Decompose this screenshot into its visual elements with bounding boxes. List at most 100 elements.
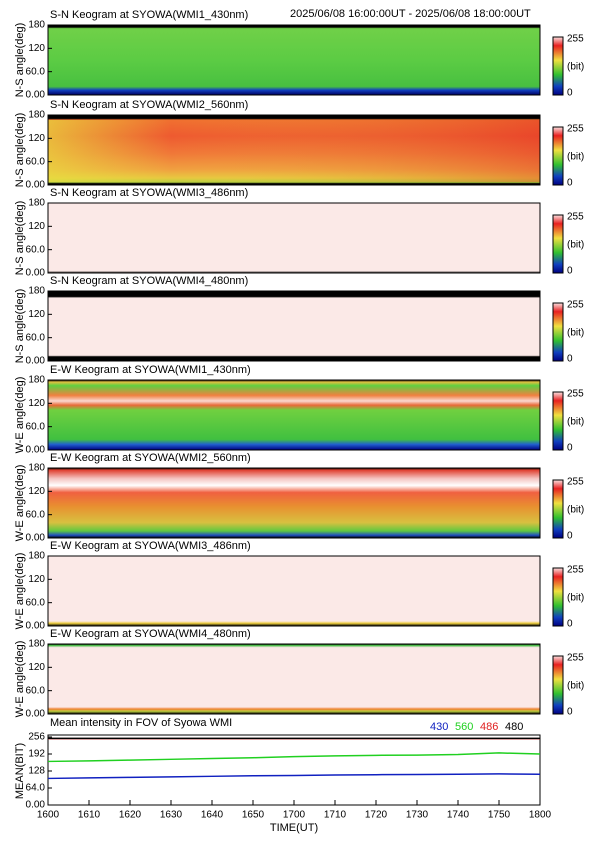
y-tick-label: 0.00	[26, 533, 46, 544]
y-axis-label: W-E angle(deg)	[14, 553, 26, 630]
y-tick-label: 60.0	[26, 597, 46, 608]
y-tick-label: 180	[28, 639, 45, 650]
legend-entry: 560	[455, 721, 473, 733]
colorbar-tick-label: 255	[567, 34, 584, 45]
y-tick-label: 192	[28, 749, 45, 760]
chart-title: Mean intensity in FOV of Syowa WMI	[50, 717, 232, 729]
y-tick-label: 60.0	[26, 421, 46, 432]
colorbar-tick-label: 0	[567, 619, 573, 630]
x-tick-label: 1640	[201, 810, 224, 821]
panel-frame	[47, 555, 541, 627]
y-tick-label: 180	[28, 551, 45, 562]
plot-frame	[47, 734, 541, 806]
y-tick-label: 0.00	[26, 356, 46, 367]
y-axis-label: N-S angle(deg)	[14, 23, 26, 98]
y-axis-label: W-E angle(deg)	[14, 377, 26, 454]
x-axis-label: TIME(UT)	[270, 822, 318, 834]
y-tick-label: 120	[28, 221, 45, 232]
y-tick-label: 120	[28, 398, 45, 409]
panel-frame	[47, 467, 541, 539]
x-tick-label: 1720	[365, 810, 388, 821]
y-tick-label: 0.00	[26, 180, 46, 191]
colorbar-tick-label: 255	[567, 124, 584, 135]
y-tick-label: 256	[28, 732, 45, 743]
legend-entry: 486	[480, 721, 498, 733]
x-tick-label: 1740	[447, 810, 470, 821]
colorbar	[552, 479, 564, 539]
y-tick-label: 128	[28, 766, 45, 777]
y-tick-label: 60.0	[26, 156, 46, 167]
legend-entry: 480	[505, 721, 523, 733]
keogram-image	[48, 380, 540, 450]
y-tick-label: 60.0	[26, 66, 46, 77]
y-tick-label: 180	[28, 375, 45, 386]
series-line	[47, 752, 541, 763]
legend-entry: 430	[430, 721, 448, 733]
colorbar-tick-label: 255	[567, 565, 584, 576]
y-axis-label: W-E angle(deg)	[14, 641, 26, 718]
y-tick-label: 60.0	[26, 685, 46, 696]
colorbar-tick-label: 0	[567, 443, 573, 454]
y-tick-label: 60.0	[26, 244, 46, 255]
colorbar-tick-label: 255	[567, 477, 584, 488]
panel-title: E-W Keogram at SYOWA(WMI3_486nm)	[50, 540, 251, 552]
colorbar-tick-label: 255	[567, 300, 584, 311]
panel-frame	[47, 24, 541, 96]
panel-title: S-N Keogram at SYOWA(WMI3_486nm)	[50, 187, 248, 199]
x-tick-label: 1700	[283, 810, 306, 821]
panel-title: S-N Keogram at SYOWA(WMI2_560nm)	[50, 99, 248, 111]
x-tick-label: 1800	[529, 810, 552, 821]
keogram-image	[48, 203, 540, 273]
colorbar-tick-label: 0	[567, 266, 573, 277]
keogram-image	[48, 556, 540, 626]
series-line	[47, 773, 541, 780]
y-tick-label: 0.00	[26, 709, 46, 720]
colorbar	[552, 302, 564, 362]
y-axis-label: N-S angle(deg)	[14, 201, 26, 276]
panel-title: E-W Keogram at SYOWA(WMI1_430nm)	[50, 364, 251, 376]
y-tick-label: 180	[28, 110, 45, 121]
y-tick-label: 120	[28, 574, 45, 585]
x-tick-label: 1650	[242, 810, 265, 821]
colorbar-tick-label: 0	[567, 354, 573, 365]
y-tick-label: 64.0	[26, 783, 46, 794]
x-tick-label: 1730	[406, 810, 429, 821]
y-tick-label: 120	[28, 486, 45, 497]
colorbar-tick-label: 0	[567, 707, 573, 718]
colorbar-label: (bit)	[567, 152, 584, 163]
colorbar-tick-label: 0	[567, 88, 573, 99]
keogram-image	[48, 291, 540, 361]
colorbar-label: (bit)	[567, 328, 584, 339]
y-tick-label: 120	[28, 309, 45, 320]
panel-title: E-W Keogram at SYOWA(WMI4_480nm)	[50, 628, 251, 640]
keogram-image-overlay	[48, 120, 540, 182]
date-range: 2025/06/08 16:00:00UT - 2025/06/08 18:00…	[290, 8, 531, 20]
panel-frame	[47, 379, 541, 451]
colorbar-label: (bit)	[567, 681, 584, 692]
y-tick-label: 0.00	[26, 800, 46, 811]
y-tick-label: 0.00	[26, 621, 46, 632]
y-tick-label: 180	[28, 463, 45, 474]
y-tick-label: 0.00	[26, 445, 46, 456]
y-tick-label: 60.0	[26, 332, 46, 343]
colorbar	[552, 126, 564, 186]
y-tick-label: 60.0	[26, 509, 46, 520]
panel-frame	[47, 114, 541, 186]
colorbar	[552, 567, 564, 627]
panel-frame	[47, 202, 541, 274]
colorbar-tick-label: 0	[567, 178, 573, 189]
panel-frame	[47, 290, 541, 362]
colorbar-label: (bit)	[567, 240, 584, 251]
y-axis-label: N-S angle(deg)	[14, 289, 26, 364]
y-tick-label: 180	[28, 198, 45, 209]
colorbar-label: (bit)	[567, 593, 584, 604]
colorbar	[552, 655, 564, 715]
colorbar	[552, 36, 564, 96]
keogram-image	[48, 644, 540, 714]
x-tick-label: 1750	[488, 810, 511, 821]
x-tick-label: 1600	[37, 810, 60, 821]
panel-title: E-W Keogram at SYOWA(WMI2_560nm)	[50, 452, 251, 464]
y-axis-label: MEAN(BIT)	[14, 743, 26, 799]
colorbar-label: (bit)	[567, 417, 584, 428]
